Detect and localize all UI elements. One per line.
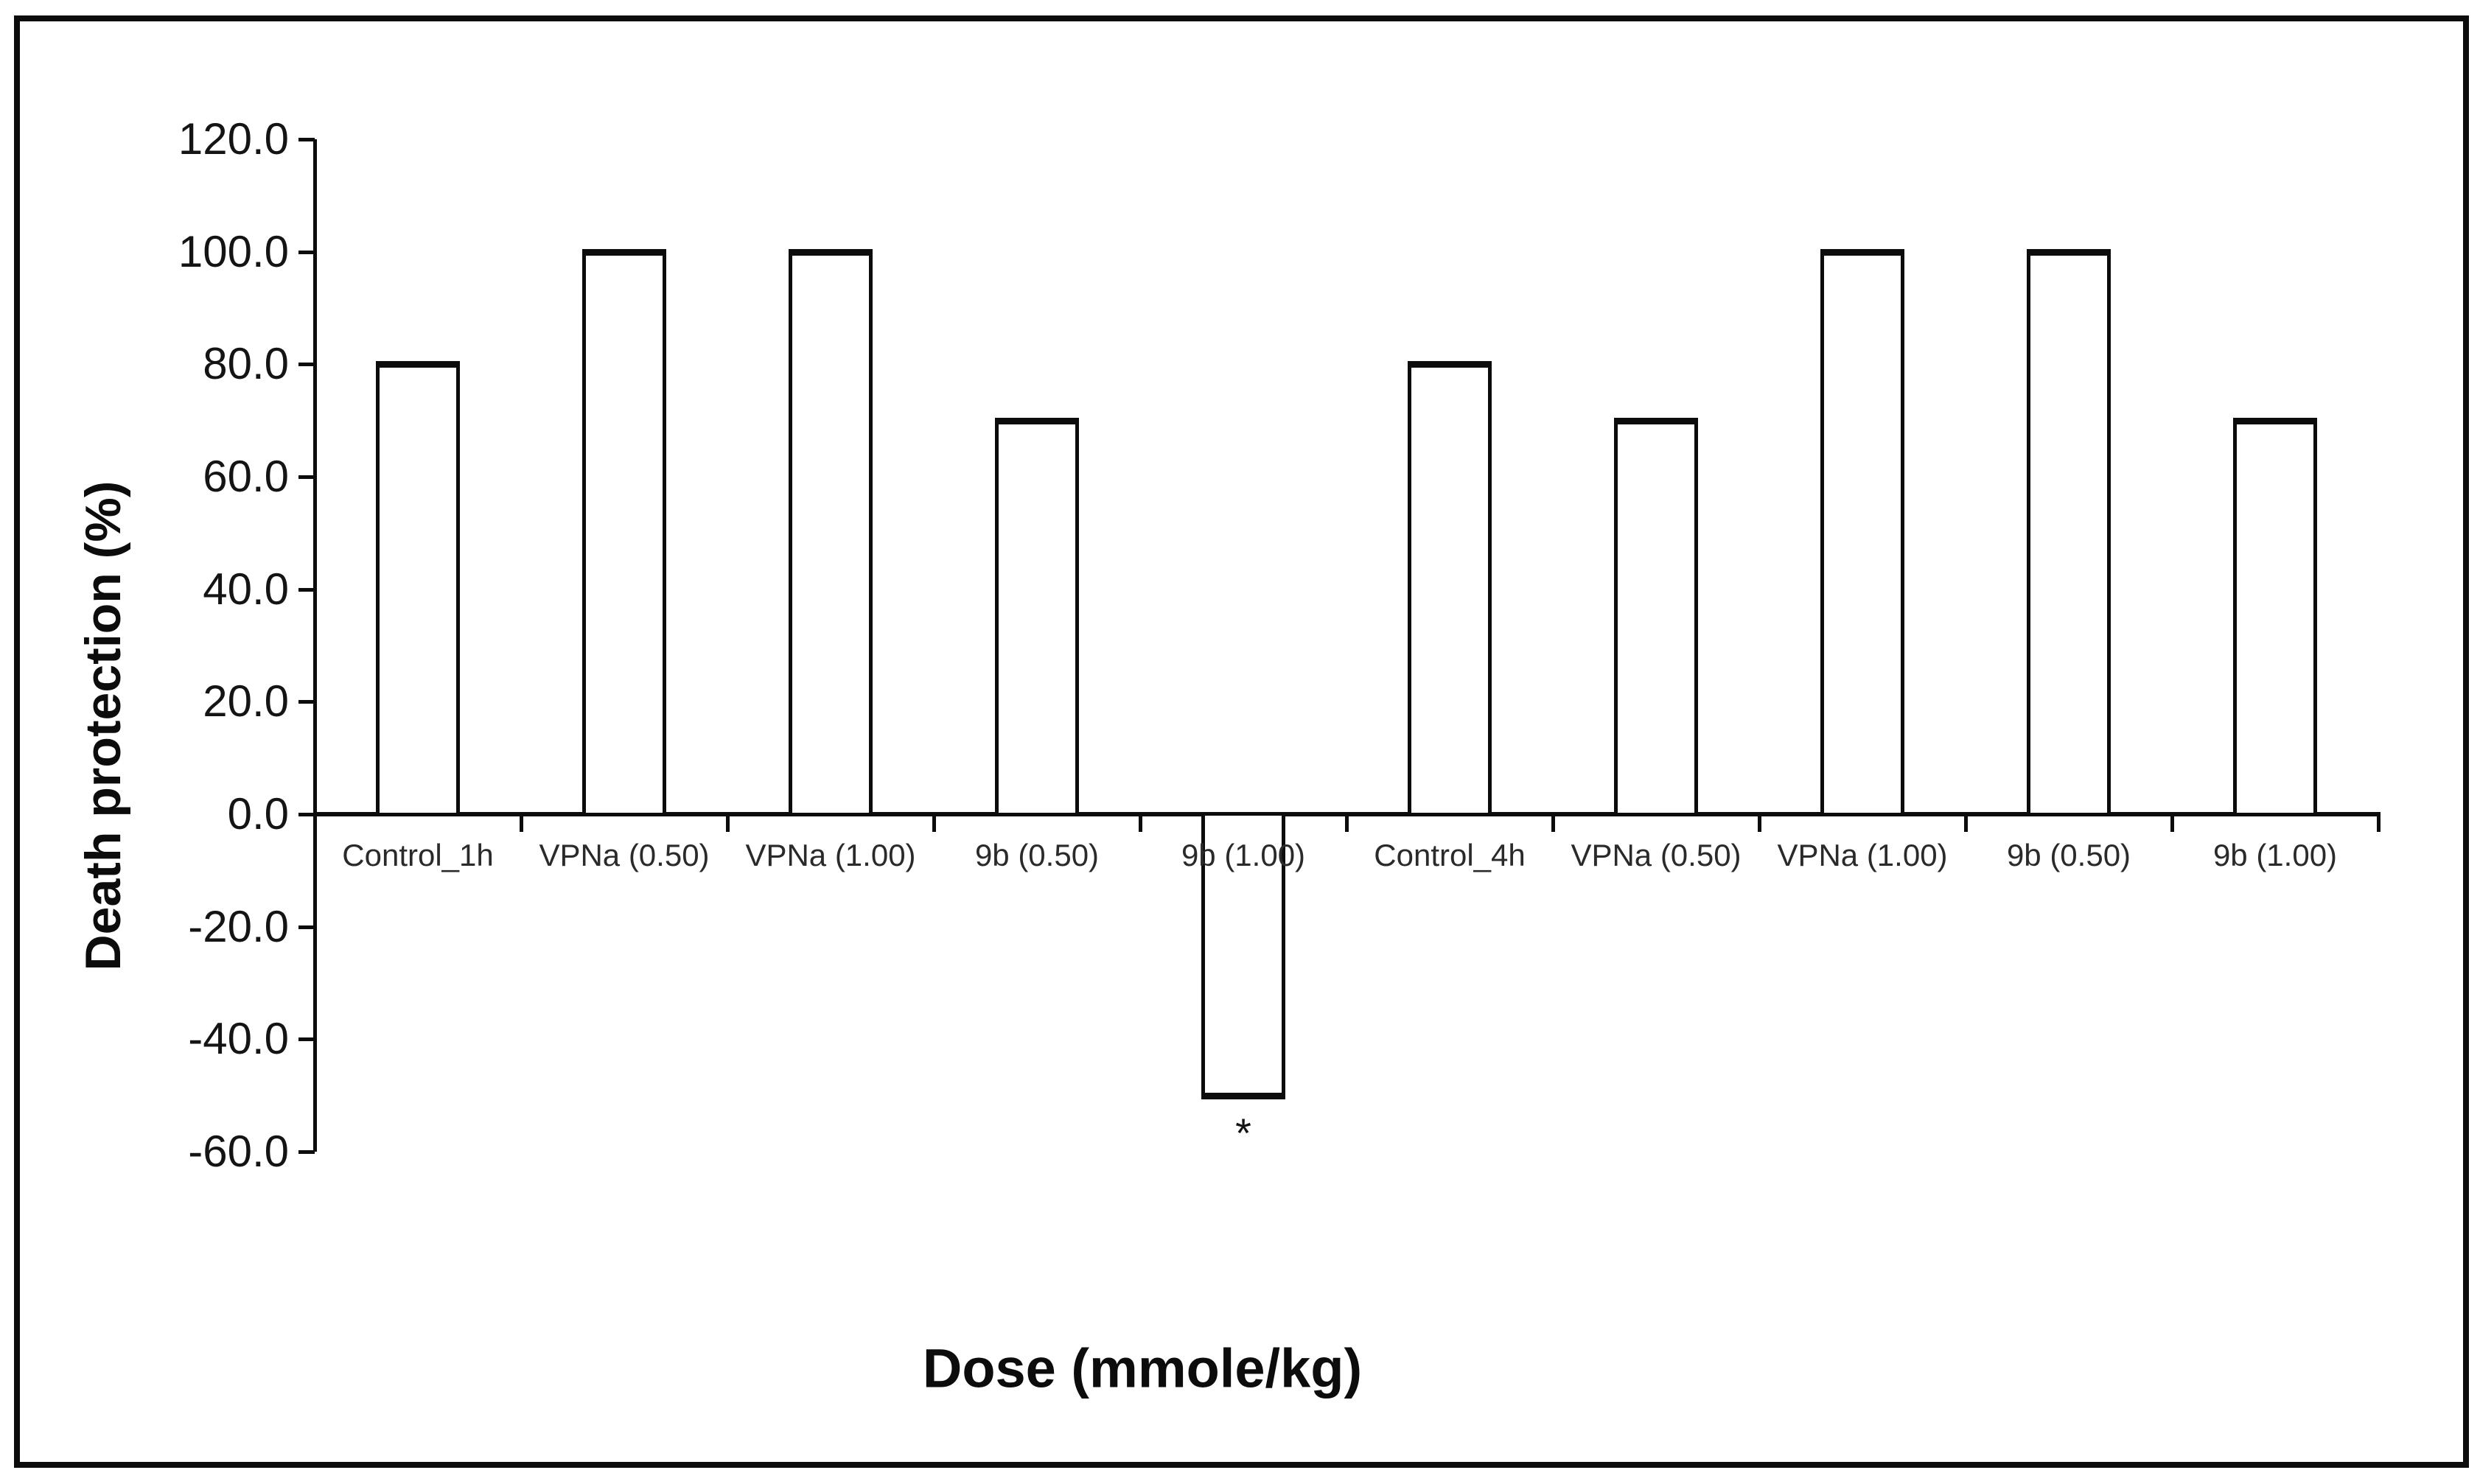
y-axis-tick xyxy=(298,925,315,929)
x-axis-tick xyxy=(313,814,317,832)
category-label: VPNa (0.50) xyxy=(539,838,710,872)
y-axis-tick-label: 40.0 xyxy=(203,564,289,614)
category-label: 9b (0.50) xyxy=(974,838,1100,872)
bar xyxy=(2027,248,2111,816)
x-axis-tick xyxy=(1758,814,1761,832)
significance-asterisk: * xyxy=(1235,1109,1251,1156)
y-axis-tick-label: 60.0 xyxy=(203,452,289,501)
bar xyxy=(1201,812,1285,1099)
y-axis-tick-label: 120.0 xyxy=(178,114,289,164)
y-axis-tick xyxy=(298,700,315,704)
bar xyxy=(1408,361,1492,816)
bar xyxy=(2233,417,2317,816)
x-axis-tick xyxy=(2377,814,2381,832)
x-axis-tick xyxy=(2170,814,2174,832)
y-axis-tick xyxy=(298,475,315,479)
y-axis-tick-label: -20.0 xyxy=(188,901,289,951)
bar xyxy=(1820,248,1904,816)
category-label: 9b (1.00) xyxy=(1181,838,1306,872)
category-label: VPNa (0.50) xyxy=(1571,838,1742,872)
y-axis-tick-label: -40.0 xyxy=(188,1014,289,1064)
category-label: 9b (1.00) xyxy=(2212,838,2338,872)
x-axis-tick xyxy=(726,814,730,832)
bar xyxy=(995,417,1079,816)
y-axis-tick xyxy=(298,363,315,367)
y-axis-tick xyxy=(298,138,315,141)
category-label: 9b (0.50) xyxy=(2006,838,2131,872)
category-label: VPNa (1.00) xyxy=(1777,838,1948,872)
x-axis-tick xyxy=(1139,814,1142,832)
bar xyxy=(1614,417,1698,816)
category-label: Control_1h xyxy=(342,838,494,872)
y-axis-tick xyxy=(298,250,315,254)
bar xyxy=(376,361,460,816)
y-axis-tick xyxy=(298,1149,315,1154)
y-axis-tick-label: -60.0 xyxy=(188,1126,289,1176)
x-axis-title: Dose (mmole/kg) xyxy=(922,1337,1363,1399)
y-axis-tick-label: 20.0 xyxy=(203,676,289,727)
x-axis-tick xyxy=(520,814,523,832)
x-axis-tick xyxy=(1551,814,1555,832)
y-axis-tick-label: 100.0 xyxy=(178,226,289,276)
category-label: Control_4h xyxy=(1374,838,1526,872)
y-axis-tick xyxy=(298,587,315,592)
y-axis-tick xyxy=(298,813,315,816)
y-axis-tick xyxy=(298,1037,315,1042)
bar xyxy=(582,248,666,816)
y-axis-tick-label: 80.0 xyxy=(203,339,289,389)
x-axis-tick xyxy=(1345,814,1349,832)
x-axis-tick xyxy=(1964,814,1968,832)
category-label: VPNa (1.00) xyxy=(745,838,916,872)
y-axis-tick-label: 0.0 xyxy=(227,789,289,839)
y-axis-line xyxy=(313,139,317,1152)
bar xyxy=(789,248,873,816)
x-axis-tick xyxy=(932,814,936,832)
